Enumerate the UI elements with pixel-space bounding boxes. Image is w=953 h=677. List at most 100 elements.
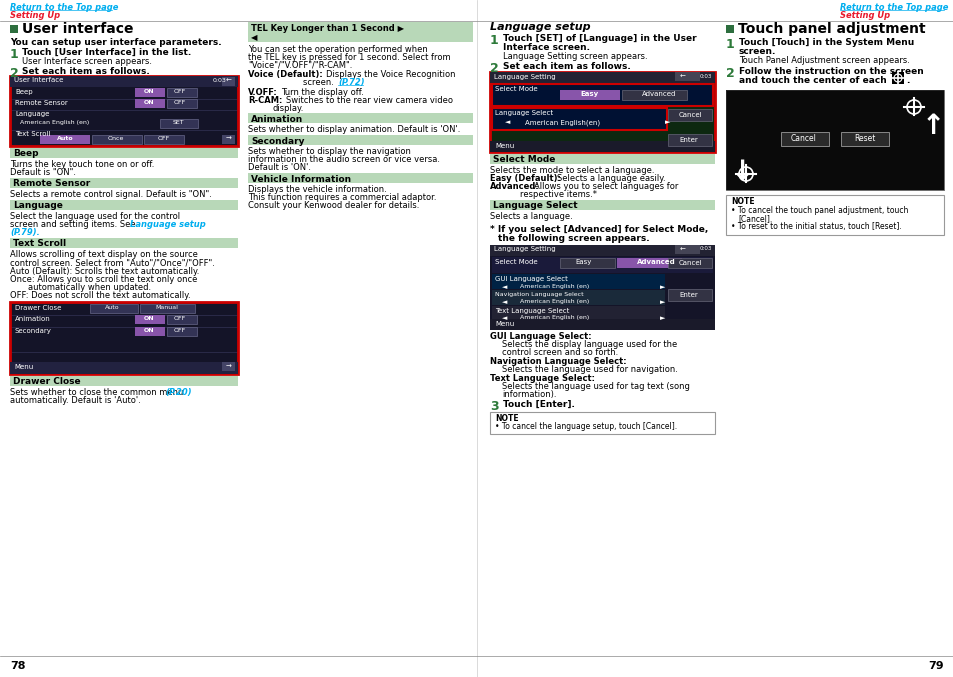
Bar [144, 135, 184, 144]
Bar [490, 412, 714, 434]
Bar [91, 135, 142, 144]
Text: display.: display. [273, 104, 304, 113]
Bar [675, 245, 700, 254]
Text: control screen. Select from "Auto"/"Once"/"OFF".: control screen. Select from "Auto"/"Once… [10, 258, 214, 267]
Text: NOTE: NOTE [730, 197, 754, 206]
Text: GUI Language Select: GUI Language Select [495, 276, 567, 282]
Bar [492, 257, 712, 273]
Text: Touch panel adjustment: Touch panel adjustment [738, 22, 924, 36]
Bar [135, 327, 165, 336]
Text: Menu: Menu [495, 143, 514, 149]
Text: Default is 'ON'.: Default is 'ON'. [248, 163, 311, 172]
Bar [90, 304, 138, 313]
Bar [490, 200, 714, 210]
Text: Select Mode: Select Mode [495, 259, 537, 265]
Bar [167, 99, 196, 108]
Text: Selects the language used for tag text (song: Selects the language used for tag text (… [501, 382, 689, 391]
Text: screen.: screen. [739, 47, 776, 56]
Text: Sets whether to display animation. Default is 'ON'.: Sets whether to display animation. Defau… [248, 125, 460, 134]
Bar [248, 113, 473, 123]
Text: Text Language Select:: Text Language Select: [490, 374, 595, 383]
Bar [135, 315, 165, 324]
Bar [725, 90, 943, 190]
Bar [490, 245, 714, 330]
Text: Select the language used for the control: Select the language used for the control [10, 212, 180, 221]
Text: automatically. Default is 'Auto'.: automatically. Default is 'Auto'. [10, 396, 141, 405]
Text: American English (en): American English (en) [519, 284, 589, 289]
Text: • To cancel the language setup, touch [Cancel].: • To cancel the language setup, touch [C… [495, 422, 677, 431]
Bar [490, 141, 714, 152]
Text: 1: 1 [490, 34, 498, 47]
Text: Auto: Auto [105, 305, 119, 310]
Text: 2: 2 [10, 67, 19, 80]
Text: Vehicle Information: Vehicle Information [251, 175, 351, 183]
Text: ◄: ◄ [501, 315, 507, 321]
Bar [167, 327, 196, 336]
Bar [222, 362, 234, 371]
Bar [490, 319, 714, 330]
Text: Cancel: Cancel [790, 134, 816, 143]
Text: Turns the key touch tone on or off.: Turns the key touch tone on or off. [10, 160, 154, 169]
Text: (P.72): (P.72) [337, 78, 364, 87]
Bar [248, 22, 473, 42]
Bar [10, 76, 237, 146]
Text: * If you select [Advanced] for Select Mode,: * If you select [Advanced] for Select Mo… [490, 225, 707, 234]
Bar [10, 302, 237, 374]
Text: Interface screen.: Interface screen. [502, 43, 589, 52]
Text: ←: ← [226, 77, 232, 83]
Text: OFF: OFF [173, 100, 186, 105]
Bar [559, 258, 615, 268]
Text: Follow the instruction on the screen: Follow the instruction on the screen [739, 67, 923, 76]
Text: 3: 3 [490, 400, 498, 413]
Text: Selects a remote control signal. Default is "ON".: Selects a remote control signal. Default… [10, 190, 212, 199]
Text: Drawer Close: Drawer Close [15, 305, 61, 311]
Bar [490, 245, 714, 256]
Bar [490, 72, 714, 83]
Text: ON: ON [144, 328, 154, 333]
Text: ◄: ◄ [501, 284, 507, 290]
Text: 78: 78 [10, 661, 26, 671]
Text: Touch [User Interface] in the list.: Touch [User Interface] in the list. [22, 48, 191, 57]
Text: ◀: ◀ [251, 33, 257, 42]
Text: Setting Up: Setting Up [10, 11, 60, 20]
Bar [135, 88, 165, 97]
Text: .: . [905, 76, 908, 85]
Text: Text Scroll: Text Scroll [15, 131, 51, 137]
Text: Cancel: Cancel [679, 260, 702, 266]
Text: Touch [SET] of [Language] in the User: Touch [SET] of [Language] in the User [502, 34, 696, 43]
Text: ON: ON [144, 316, 154, 321]
Bar [10, 178, 237, 188]
Text: ON: ON [144, 89, 154, 94]
Text: Selects the mode to select a language.: Selects the mode to select a language. [490, 166, 654, 175]
Text: →: → [226, 136, 232, 142]
Text: • To cancel the touch panel adjustment, touch: • To cancel the touch panel adjustment, … [730, 206, 907, 215]
Text: This function requires a commercial adaptor.: This function requires a commercial adap… [248, 193, 436, 202]
Text: [Cancel].: [Cancel]. [738, 214, 771, 223]
Text: Easy: Easy [579, 91, 598, 97]
Text: ►: ► [659, 284, 664, 290]
Text: Selects the language used for navigation.: Selects the language used for navigation… [501, 365, 678, 374]
Text: Language Select: Language Select [493, 202, 577, 211]
Text: Sets whether to close the common menu: Sets whether to close the common menu [10, 388, 186, 397]
Bar [248, 173, 473, 183]
Text: Secondary: Secondary [15, 328, 51, 334]
Text: American English (en): American English (en) [20, 120, 90, 125]
Text: ←: ← [679, 74, 685, 79]
Text: Touch Panel Adjustment screen appears.: Touch Panel Adjustment screen appears. [739, 56, 909, 65]
Text: 1: 1 [10, 48, 19, 61]
Text: • To reset to the initial status, touch [Reset].: • To reset to the initial status, touch … [730, 222, 901, 231]
Text: You can set the operation performed when: You can set the operation performed when [248, 45, 427, 54]
Text: information in the audio screen or vice versa.: information in the audio screen or vice … [248, 155, 439, 164]
Bar [10, 302, 237, 374]
Text: Manual: Manual [154, 305, 177, 310]
Text: TEL Key Longer than 1 Second ▶: TEL Key Longer than 1 Second ▶ [251, 24, 404, 33]
Text: Language setup: Language setup [130, 220, 206, 229]
Text: User interface: User interface [22, 22, 133, 36]
Bar [841, 132, 888, 146]
Text: Cancel: Cancel [679, 112, 702, 118]
Bar [492, 306, 664, 321]
Bar [10, 362, 237, 374]
Text: Animation: Animation [15, 316, 51, 322]
Text: Selects the display language used for the: Selects the display language used for th… [501, 340, 677, 349]
Text: Text Scroll: Text Scroll [13, 240, 66, 248]
